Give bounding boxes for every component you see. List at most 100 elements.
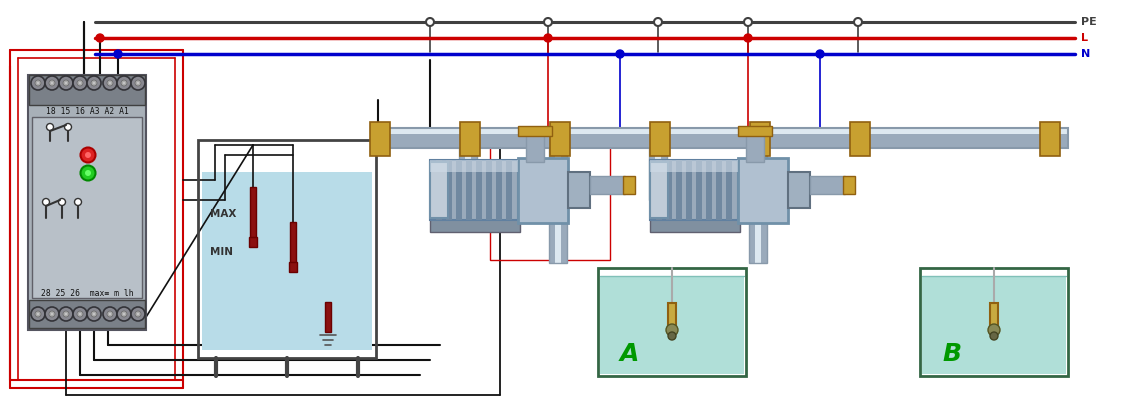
Bar	[430, 160, 518, 172]
Bar	[325, 302, 331, 332]
Bar	[555, 213, 561, 263]
Circle shape	[81, 147, 95, 162]
Bar	[600, 276, 744, 374]
Text: 28 25 26  max≡ m lh: 28 25 26 max≡ m lh	[40, 288, 134, 297]
Bar	[788, 172, 810, 208]
Circle shape	[74, 198, 82, 206]
Bar	[568, 172, 590, 208]
Circle shape	[816, 50, 824, 58]
Circle shape	[96, 34, 104, 42]
Circle shape	[121, 80, 127, 86]
Bar	[289, 262, 297, 272]
Text: MAX: MAX	[210, 209, 237, 219]
Circle shape	[46, 124, 54, 130]
Bar	[920, 268, 1068, 376]
Circle shape	[114, 50, 122, 58]
Bar	[850, 122, 870, 156]
Bar	[749, 213, 767, 263]
Bar	[990, 303, 997, 328]
Bar	[378, 128, 1068, 148]
Text: 18 15 16 A3 A2 A1: 18 15 16 A3 A2 A1	[46, 107, 128, 116]
Circle shape	[123, 82, 125, 84]
Bar	[749, 148, 767, 213]
Circle shape	[666, 324, 678, 336]
Bar	[650, 160, 738, 220]
Bar	[655, 148, 661, 200]
Circle shape	[81, 166, 95, 181]
Bar	[378, 128, 1068, 148]
Circle shape	[109, 313, 111, 315]
Bar	[28, 75, 146, 330]
Bar	[459, 148, 477, 200]
Bar	[496, 160, 502, 220]
Circle shape	[668, 332, 675, 340]
Bar	[1040, 122, 1060, 156]
Circle shape	[91, 80, 96, 86]
Circle shape	[88, 76, 101, 90]
Circle shape	[117, 76, 131, 90]
Text: MIN: MIN	[210, 247, 233, 257]
Bar	[490, 135, 610, 260]
Circle shape	[93, 313, 95, 315]
Bar	[742, 203, 760, 217]
Circle shape	[35, 311, 42, 317]
Circle shape	[137, 82, 139, 84]
Bar	[716, 160, 721, 220]
Bar	[706, 160, 712, 220]
Bar	[668, 303, 675, 328]
Circle shape	[63, 311, 68, 317]
Bar	[649, 148, 666, 200]
Bar	[549, 213, 567, 263]
Text: B: B	[942, 342, 962, 366]
Circle shape	[50, 313, 53, 315]
Circle shape	[37, 82, 39, 84]
Circle shape	[59, 76, 73, 90]
Bar	[476, 160, 482, 220]
Circle shape	[103, 307, 117, 321]
Bar	[810, 176, 845, 194]
Circle shape	[544, 18, 552, 26]
Circle shape	[107, 80, 113, 86]
Circle shape	[544, 34, 552, 42]
Circle shape	[65, 82, 67, 84]
Bar	[650, 218, 741, 232]
Circle shape	[49, 311, 55, 317]
Bar	[486, 160, 493, 220]
Circle shape	[50, 82, 53, 84]
Bar	[650, 122, 670, 156]
Bar	[555, 148, 561, 213]
Bar	[549, 148, 567, 213]
Bar	[623, 176, 635, 194]
Bar	[249, 237, 257, 247]
Circle shape	[35, 80, 42, 86]
Bar	[430, 160, 518, 220]
Bar	[430, 162, 448, 218]
Bar	[649, 148, 666, 200]
Bar	[370, 122, 390, 156]
Bar	[456, 160, 462, 220]
Bar	[726, 160, 732, 220]
Bar	[250, 187, 256, 242]
Bar	[465, 148, 471, 200]
Bar	[749, 148, 767, 213]
Bar	[749, 122, 770, 156]
Bar	[459, 148, 477, 200]
Circle shape	[45, 76, 59, 90]
Bar	[436, 160, 442, 220]
Circle shape	[77, 311, 83, 317]
Bar	[526, 132, 544, 162]
Circle shape	[123, 313, 125, 315]
Bar	[590, 176, 625, 194]
Circle shape	[91, 311, 96, 317]
Circle shape	[990, 332, 997, 340]
Bar	[675, 160, 682, 220]
Circle shape	[65, 313, 67, 315]
Circle shape	[31, 76, 45, 90]
Bar	[686, 160, 692, 220]
Circle shape	[85, 170, 91, 176]
Circle shape	[131, 76, 145, 90]
Bar	[430, 218, 519, 232]
Circle shape	[45, 307, 59, 321]
Circle shape	[426, 18, 434, 26]
Bar	[447, 160, 452, 220]
